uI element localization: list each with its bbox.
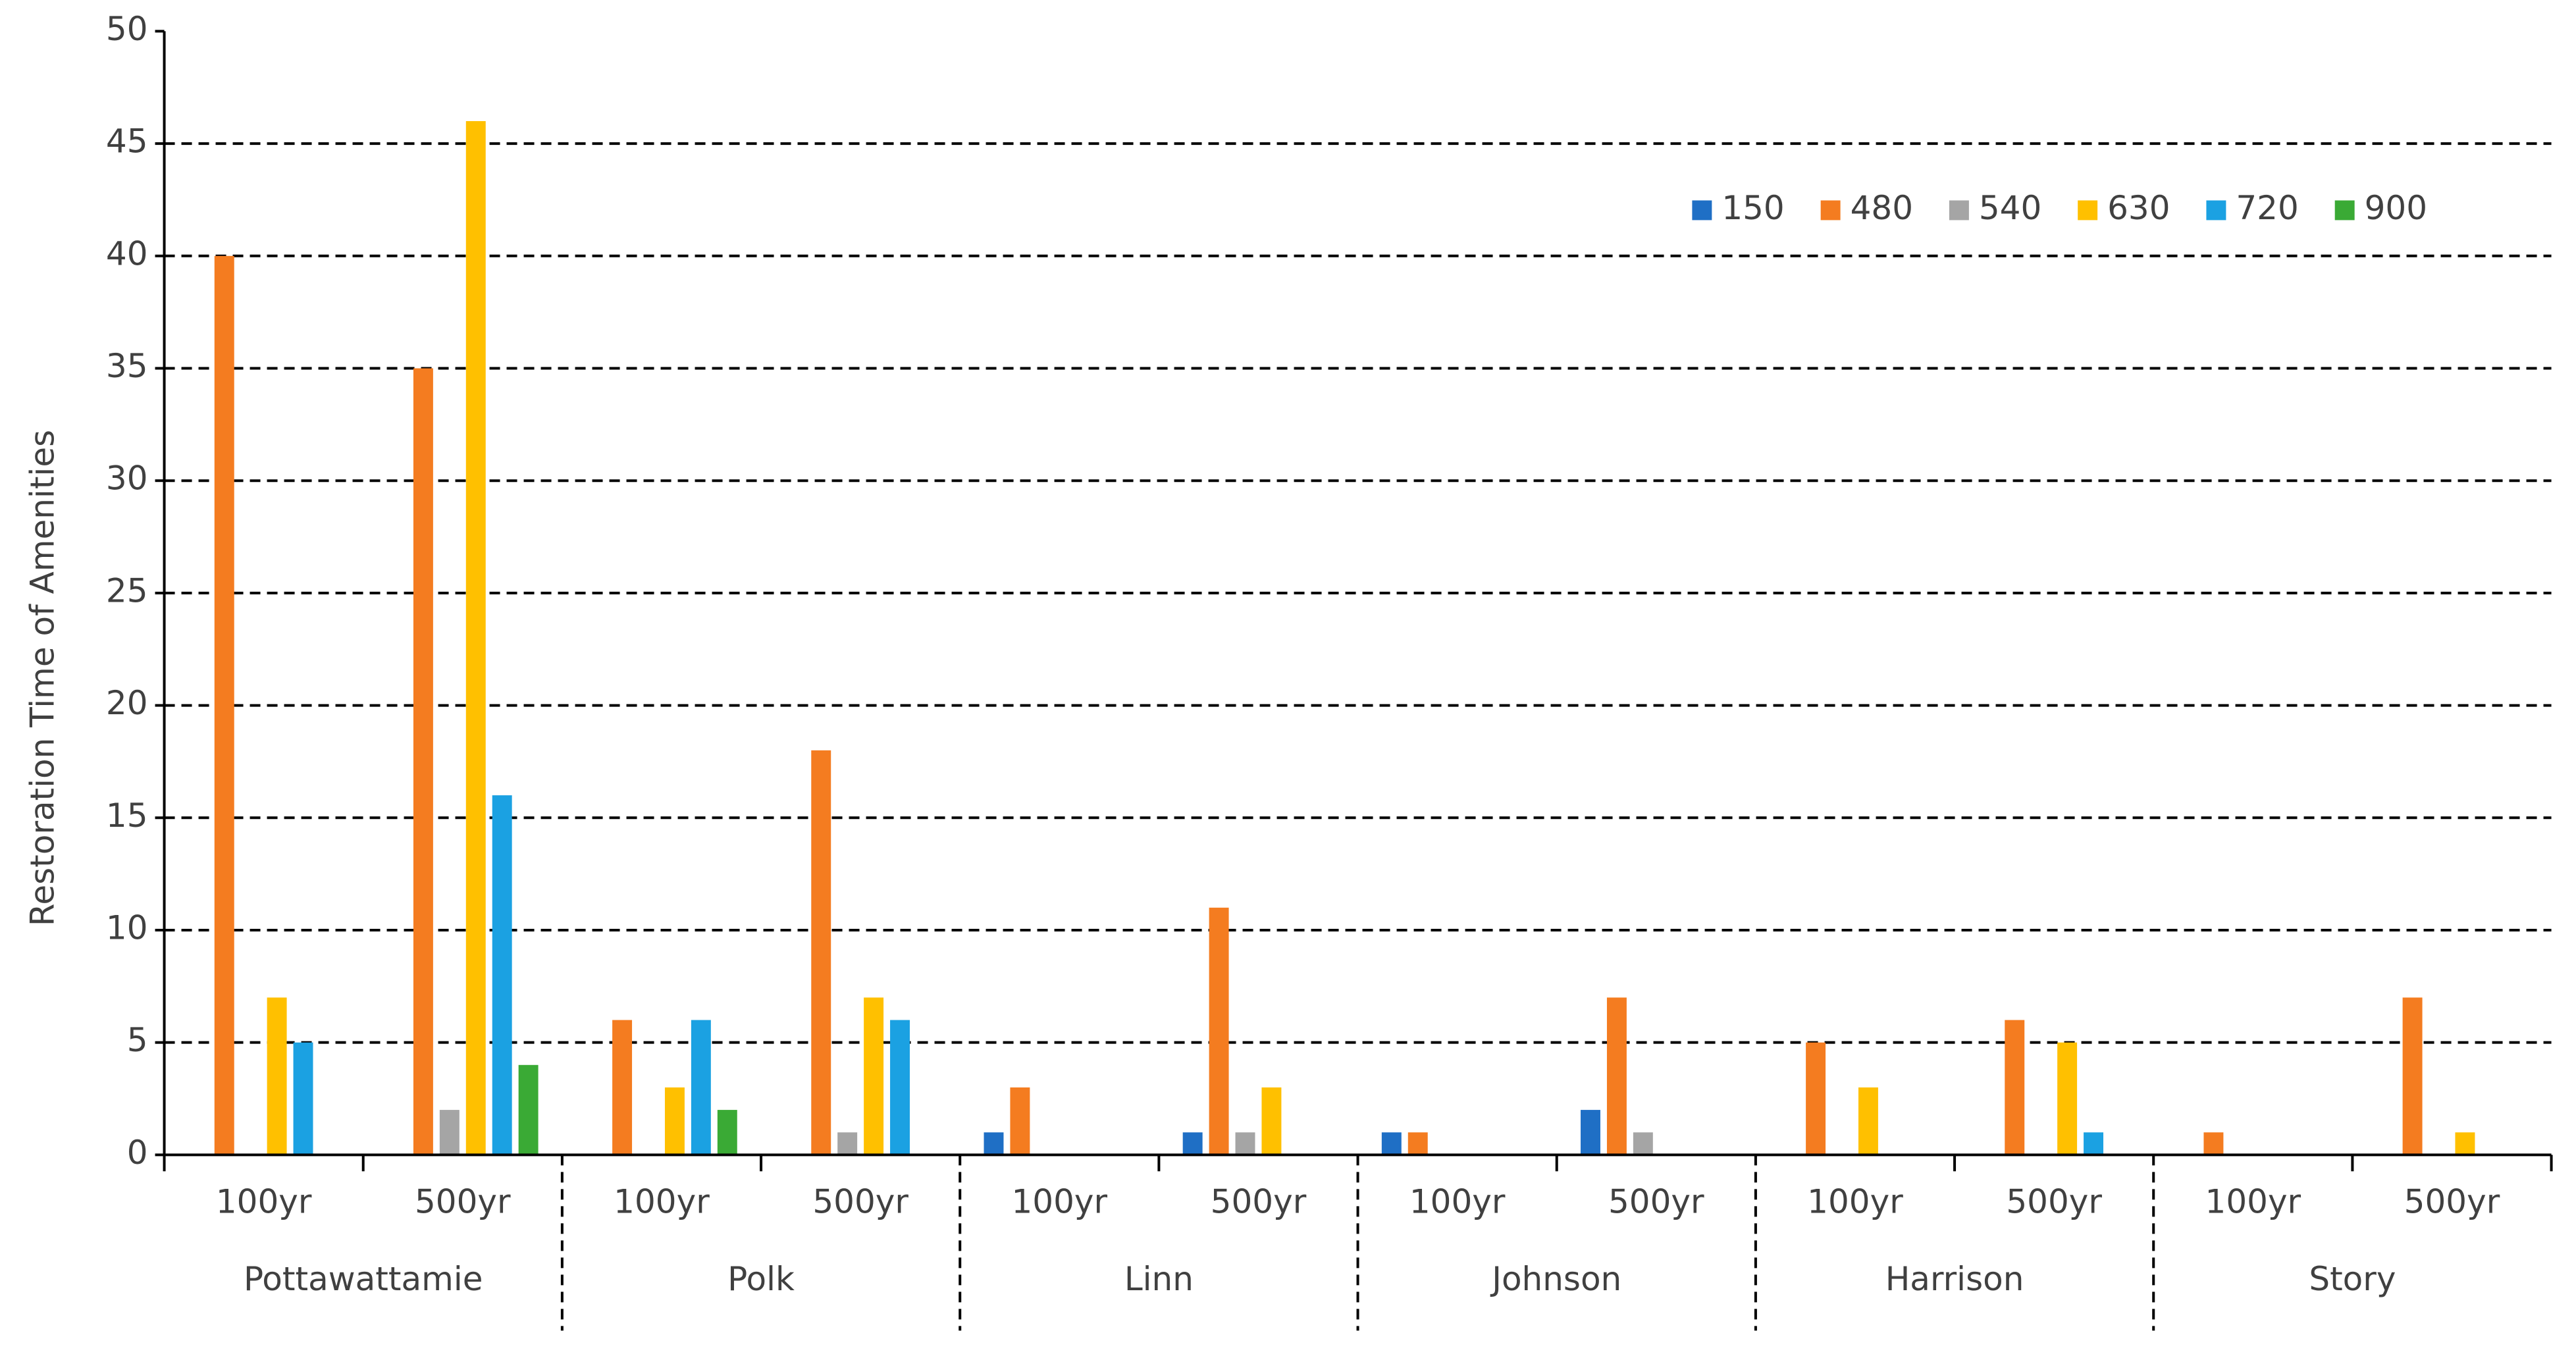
legend-swatch	[2334, 200, 2355, 221]
bar	[1261, 1087, 1282, 1155]
bar	[1606, 997, 1627, 1155]
bar	[2402, 997, 2423, 1155]
y-tick-label: 30	[106, 459, 148, 498]
group-label: Polk	[727, 1260, 795, 1298]
bar	[2005, 1020, 2025, 1155]
y-tick-label: 20	[106, 684, 148, 722]
y-tick-label: 5	[127, 1021, 148, 1059]
legend-label: 540	[1979, 189, 2041, 227]
bar	[465, 120, 486, 1155]
bar	[864, 997, 884, 1155]
bar	[1235, 1132, 1255, 1155]
bar	[1633, 1132, 1653, 1155]
bar	[691, 1020, 711, 1155]
group-label: Linn	[1124, 1260, 1194, 1298]
bar	[492, 795, 512, 1155]
x-tick-label: 500yr	[812, 1183, 908, 1221]
bar	[1209, 907, 1229, 1155]
bar	[293, 1042, 313, 1155]
bar	[612, 1020, 633, 1155]
bar	[811, 750, 831, 1155]
bar	[664, 1087, 685, 1155]
bar	[2203, 1132, 2224, 1155]
x-tick-label: 100yr	[1807, 1183, 1903, 1221]
legend-swatch	[2206, 200, 2226, 221]
y-tick-label: 50	[106, 10, 148, 48]
y-tick-label: 10	[106, 908, 148, 947]
y-tick-label: 45	[106, 122, 148, 161]
bar	[890, 1020, 910, 1155]
bar	[1806, 1042, 1826, 1155]
bar	[984, 1132, 1004, 1155]
bar	[2057, 1042, 2078, 1155]
bar	[439, 1110, 460, 1155]
x-tick-label: 100yr	[614, 1183, 710, 1221]
legend-swatch	[1692, 200, 1712, 221]
bar	[717, 1110, 737, 1155]
bar	[1010, 1087, 1030, 1155]
x-tick-label: 100yr	[1012, 1183, 1108, 1221]
group-label: Harrison	[1885, 1260, 2024, 1298]
bar	[1182, 1132, 1203, 1155]
bar	[837, 1132, 858, 1155]
x-tick-label: 100yr	[216, 1183, 312, 1221]
group-label: Johnson	[1490, 1260, 1621, 1298]
bar	[1858, 1087, 1878, 1155]
bar	[2455, 1132, 2475, 1155]
legend-label: 720	[2236, 189, 2298, 227]
legend-swatch	[2078, 200, 2098, 221]
bar	[413, 368, 433, 1155]
bar	[1407, 1132, 1428, 1155]
x-tick-label: 100yr	[1409, 1183, 1506, 1221]
legend-swatch	[1949, 200, 1969, 221]
bar	[267, 997, 287, 1155]
bar	[2084, 1132, 2104, 1155]
bar	[1381, 1132, 1402, 1155]
x-tick-label: 500yr	[1608, 1183, 1704, 1221]
legend-label: 480	[1851, 189, 1913, 227]
y-tick-label: 35	[106, 347, 148, 385]
legend-label: 900	[2365, 189, 2427, 227]
bar	[1581, 1110, 1600, 1155]
legend-swatch	[1820, 200, 1841, 221]
bar	[214, 255, 234, 1155]
group-label: Pottawattamie	[244, 1260, 483, 1298]
y-tick-label: 0	[127, 1134, 148, 1172]
bar	[518, 1064, 539, 1155]
x-tick-label: 500yr	[2404, 1183, 2500, 1221]
y-tick-label: 40	[106, 234, 148, 273]
x-tick-label: 500yr	[2006, 1183, 2102, 1221]
y-tick-label: 25	[106, 571, 148, 610]
y-tick-label: 15	[106, 797, 148, 835]
y-axis-label: Restoration Time of Amenities	[24, 430, 62, 926]
legend-label: 630	[2107, 189, 2170, 227]
x-tick-label: 500yr	[415, 1183, 511, 1221]
group-label: Story	[2309, 1260, 2396, 1298]
legend-label: 150	[1722, 189, 1784, 227]
x-tick-label: 500yr	[1211, 1183, 1307, 1221]
x-tick-label: 100yr	[2205, 1183, 2301, 1221]
